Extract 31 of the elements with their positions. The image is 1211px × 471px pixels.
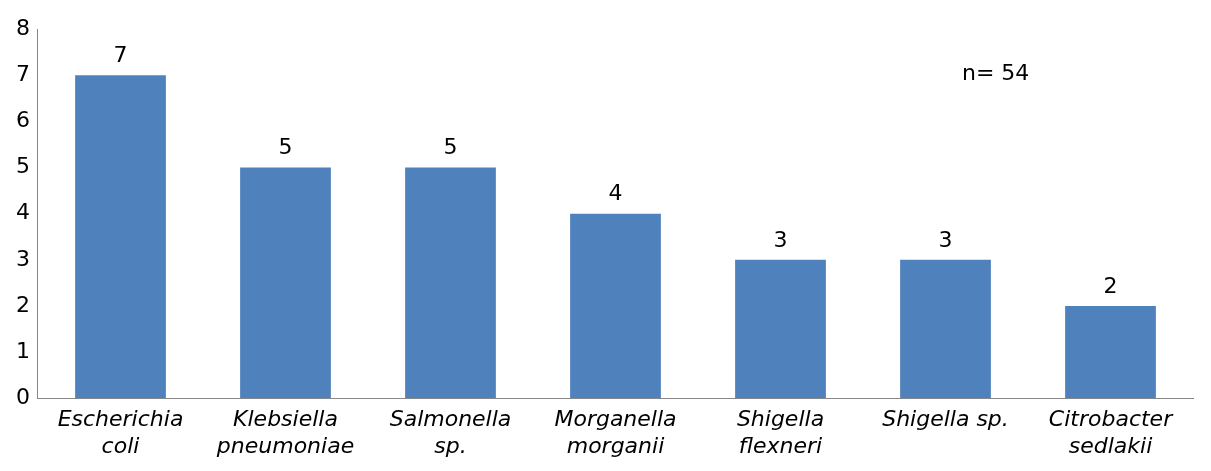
x-tick-label: Citrobacter sedlakii <box>1048 406 1175 458</box>
y-tick-label: 8 <box>16 14 30 40</box>
y-tick-label: 1 <box>16 337 30 363</box>
x-tick-label: Salmonella sp. <box>389 406 512 458</box>
bar <box>240 167 331 399</box>
data-label: 3 <box>938 226 953 252</box>
data-label: 7 <box>113 42 128 68</box>
data-label: 5 <box>278 134 293 160</box>
x-tick-label: Shigella flexneri <box>736 406 825 458</box>
y-tick-label: 0 <box>16 383 30 409</box>
y-tick-label: 5 <box>16 153 30 179</box>
x-tick-label: Klebsiella pneumoniae <box>215 406 355 458</box>
y-tick-label: 7 <box>16 61 30 87</box>
bar <box>900 259 991 399</box>
y-tick-label: 4 <box>16 199 30 225</box>
bar <box>735 259 826 399</box>
data-label: 5 <box>443 134 458 160</box>
bar <box>1065 305 1156 399</box>
bar <box>570 213 661 399</box>
bar <box>75 75 166 399</box>
data-label: 3 <box>773 226 788 252</box>
x-tick-label: Shigella sp. <box>882 406 1009 432</box>
annotation: n= 54 <box>962 59 1030 85</box>
x-tick-label: Morganella morganii <box>554 406 677 458</box>
y-tick-label: 2 <box>16 291 30 317</box>
data-label: 4 <box>608 180 623 206</box>
x-tick-label: Escherichia coli <box>57 406 184 458</box>
y-tick-label: 3 <box>16 245 30 271</box>
bar <box>405 167 496 399</box>
y-tick-label: 6 <box>16 107 30 133</box>
data-label: 2 <box>1103 272 1118 298</box>
